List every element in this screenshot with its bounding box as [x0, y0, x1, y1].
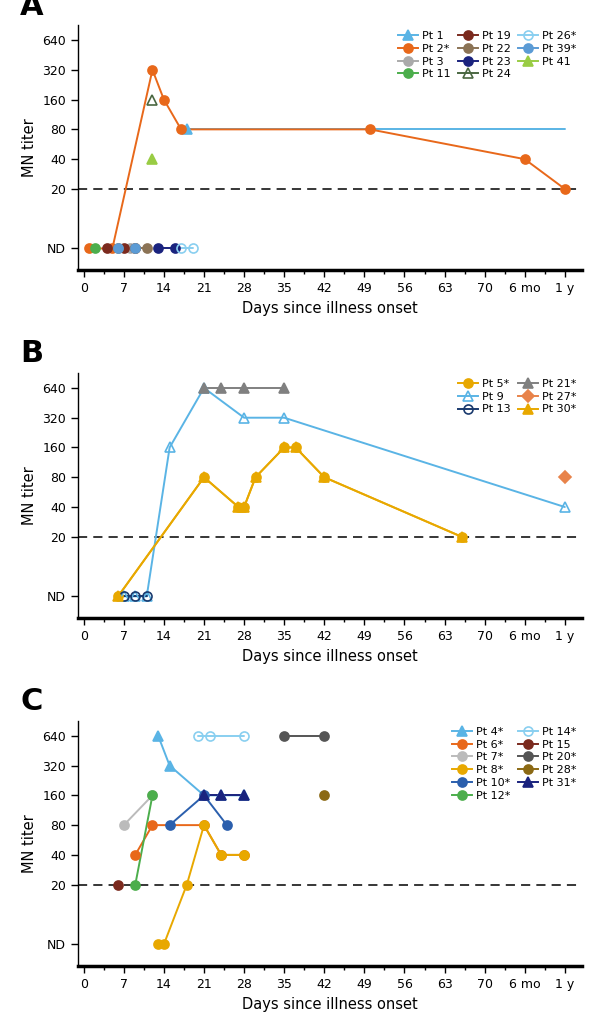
Legend: Pt 4*, Pt 6*, Pt 7*, Pt 8*, Pt 10*, Pt 12*, Pt 14*, Pt 15, Pt 20*, Pt 28*, Pt 31: Pt 4*, Pt 6*, Pt 7*, Pt 8*, Pt 10*, Pt 1… — [452, 727, 577, 800]
Text: A: A — [20, 0, 44, 20]
Text: C: C — [20, 687, 43, 716]
Text: B: B — [20, 340, 43, 368]
X-axis label: Days since illness onset: Days since illness onset — [242, 997, 418, 1012]
X-axis label: Days since illness onset: Days since illness onset — [242, 649, 418, 664]
Y-axis label: MN titer: MN titer — [22, 119, 37, 177]
Legend: Pt 1, Pt 2*, Pt 3, Pt 11, Pt 19, Pt 22, Pt 23, Pt 24, Pt 26*, Pt 39*, Pt 41: Pt 1, Pt 2*, Pt 3, Pt 11, Pt 19, Pt 22, … — [398, 31, 577, 79]
Y-axis label: MN titer: MN titer — [22, 467, 37, 525]
X-axis label: Days since illness onset: Days since illness onset — [242, 301, 418, 315]
Y-axis label: MN titer: MN titer — [22, 815, 37, 873]
Legend: Pt 5*, Pt 9, Pt 13, Pt 21*, Pt 27*, Pt 30*: Pt 5*, Pt 9, Pt 13, Pt 21*, Pt 27*, Pt 3… — [458, 379, 577, 414]
